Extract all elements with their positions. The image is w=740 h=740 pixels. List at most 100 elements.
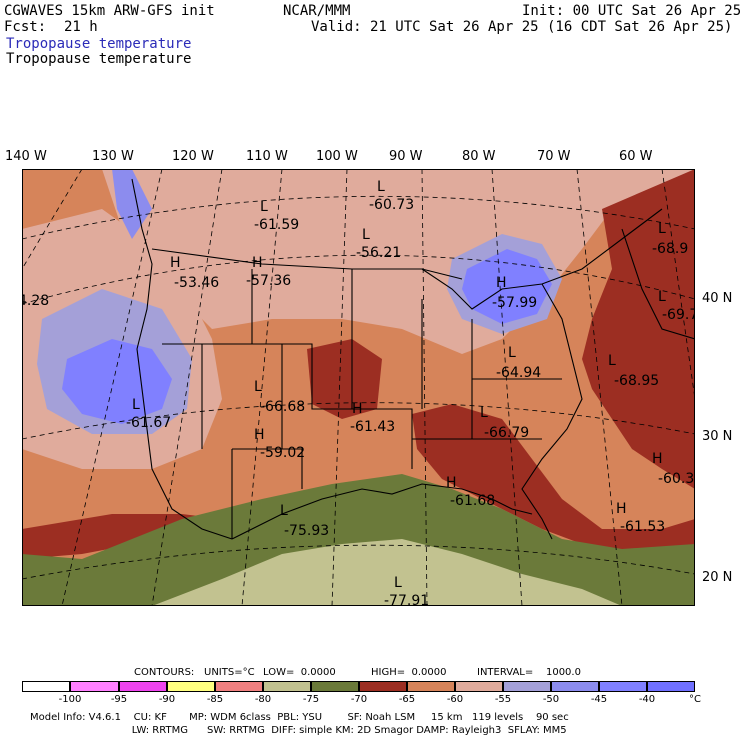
- valid-time: Valid: 21 UTC Sat 26 Apr 25 (16 CDT Sat …: [311, 19, 733, 35]
- forecast-hour: 21 h: [64, 19, 98, 35]
- field-south-m75-m70: [22, 474, 695, 606]
- map-label-value: -69.7: [662, 307, 695, 323]
- map-label-type: L: [608, 353, 616, 369]
- colorbar-swatch: [119, 681, 167, 692]
- map-label-type: L: [508, 345, 516, 361]
- map-label-value: -61.43: [350, 419, 395, 435]
- map-label-type: L: [362, 227, 370, 243]
- geographic-outlines: [131, 178, 695, 540]
- map-label-value: -61.59: [254, 217, 299, 233]
- field-greatlakes-m50-m45: [462, 249, 552, 324]
- colorbar-swatch: [215, 681, 263, 692]
- colorbar-swatch: [599, 681, 647, 692]
- map-frame: [22, 169, 695, 606]
- map-label-value: -75.93: [284, 523, 329, 539]
- map-label-value: -56.21: [356, 245, 401, 261]
- lon-label-70w: 70 W: [537, 149, 571, 164]
- map-label-value: -61.68: [450, 493, 495, 509]
- contours-units: UNITS=°C: [204, 667, 255, 678]
- lon-label-120w: 120 W: [172, 149, 214, 164]
- map-label-value: -59.02: [260, 445, 305, 461]
- colorbar-swatch: [359, 681, 407, 692]
- map-label-type: H: [254, 427, 265, 443]
- colorbar-swatch: [551, 681, 599, 692]
- colorbar-tick-label: -65: [398, 694, 416, 705]
- model-info-line2: LW: RRTMG SW: RRTMG DIFF: simple KM: 2D …: [100, 725, 567, 736]
- colorbar-tick-label: -55: [494, 694, 512, 705]
- org-label: NCAR/MMM: [283, 3, 351, 19]
- map-label-type: L: [394, 575, 402, 591]
- lat-label-30n: 30 N: [702, 429, 733, 444]
- colorbar-tick-label: -50: [542, 694, 560, 705]
- lat-label-40n: 40 N: [702, 291, 733, 306]
- model-info-line1: Model Info: V4.6.1 CU: KF MP: WDM 6class…: [30, 712, 569, 723]
- map-label-type: H: [496, 275, 507, 291]
- map-label-type: L: [658, 289, 666, 305]
- colorbar-swatch: [263, 681, 311, 692]
- map-label-value: -61.53: [620, 519, 665, 535]
- colorbar-tick-label: -85: [206, 694, 224, 705]
- map-label-type: L: [377, 179, 385, 195]
- tropopause-temperature-map: L -61.59 L -60.73 L -56.21 H -53.46 H -5…: [22, 169, 695, 606]
- colorbar-swatch: [647, 681, 695, 692]
- map-label-type: L: [480, 405, 488, 421]
- lon-label-60w: 60 W: [619, 149, 653, 164]
- map-label-type: L: [254, 379, 262, 395]
- map-label-type: H: [446, 475, 457, 491]
- lat-label-20n: 20 N: [702, 570, 733, 585]
- colorbar-swatch: [503, 681, 551, 692]
- colorbar-swatch: [455, 681, 503, 692]
- colorbar-swatch: [407, 681, 455, 692]
- map-label-value: -64.94: [496, 365, 541, 381]
- map-label-value: -68.9: [652, 241, 688, 257]
- colorbar-tick-label: -95: [110, 694, 128, 705]
- colorbar-swatch: [70, 681, 119, 692]
- colorbar-tick-label: -90: [158, 694, 176, 705]
- map-label-value: -53.46: [174, 275, 219, 291]
- map-label-type: L: [260, 199, 268, 215]
- map-label-type: H: [352, 401, 363, 417]
- lon-label-140w: 140 W: [5, 149, 47, 164]
- map-label-value: -60.3: [658, 471, 694, 487]
- field-southeast-m70-m65: [412, 404, 695, 559]
- map-label-value: -77.91: [384, 593, 429, 606]
- field-south-m80-m75: [152, 539, 622, 606]
- field-central-m70-m65: [307, 339, 382, 419]
- colorbar-tick-label: -80: [254, 694, 272, 705]
- field-north-m60-m55: [102, 169, 695, 354]
- map-label-type: L: [658, 221, 666, 237]
- field-title: Tropopause temperature: [6, 36, 192, 52]
- colorbar-tick-label: -100: [58, 694, 82, 705]
- map-label-value: -66.79: [484, 425, 529, 441]
- map-label-type: H: [616, 501, 627, 517]
- colorbar-unit-label: °C: [689, 694, 701, 705]
- lon-label-90w: 90 W: [389, 149, 423, 164]
- map-label-type: H: [170, 255, 181, 271]
- contours-high: HIGH= 0.0000: [371, 667, 447, 678]
- map-label-type: H: [252, 255, 263, 271]
- colorbar-tick-label: -75: [302, 694, 320, 705]
- contours-low: LOW= 0.0000: [263, 667, 336, 678]
- lon-label-130w: 130 W: [92, 149, 134, 164]
- map-label-type: H: [652, 451, 663, 467]
- lon-label-100w: 100 W: [316, 149, 358, 164]
- map-label-value: -61.67: [126, 415, 171, 431]
- colorbar-swatch: [311, 681, 359, 692]
- map-label-value: -66.68: [260, 399, 305, 415]
- init-time: Init: 00 UTC Sat 26 Apr 25: [522, 3, 740, 19]
- map-label-type: L: [132, 397, 140, 413]
- colorbar-tick-label: -60: [446, 694, 464, 705]
- colorbar-tick-label: -45: [590, 694, 608, 705]
- colorbar-tick-label: -70: [350, 694, 368, 705]
- map-label-value: -68.95: [614, 373, 659, 389]
- colorbar-tick-label: -40: [638, 694, 656, 705]
- colorbar-swatch: [22, 681, 70, 692]
- lon-label-80w: 80 W: [462, 149, 496, 164]
- forecast-label: Fcst:: [4, 19, 47, 35]
- map-label-value: 4.28: [22, 293, 49, 309]
- field-northwest-m50-m45: [112, 169, 152, 239]
- field-subtitle: Tropopause temperature: [6, 51, 192, 67]
- contours-label: CONTOURS:: [134, 667, 195, 678]
- model-title: CGWAVES 15km ARW-GFS init: [4, 3, 215, 19]
- map-label-value: -57.99: [492, 295, 537, 311]
